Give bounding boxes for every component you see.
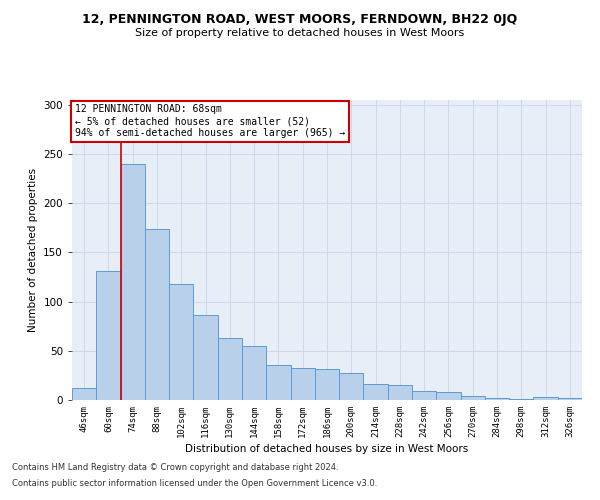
Bar: [533, 397, 558, 400]
Y-axis label: Number of detached properties: Number of detached properties: [28, 168, 38, 332]
Bar: [339, 374, 364, 400]
Bar: [145, 229, 169, 400]
Bar: [388, 385, 412, 400]
Bar: [364, 384, 388, 400]
Bar: [461, 396, 485, 400]
Bar: [72, 388, 96, 400]
Bar: [485, 398, 509, 400]
Bar: [242, 346, 266, 400]
Bar: [218, 338, 242, 400]
Text: 12, PENNINGTON ROAD, WEST MOORS, FERNDOWN, BH22 0JQ: 12, PENNINGTON ROAD, WEST MOORS, FERNDOW…: [82, 12, 518, 26]
Bar: [558, 398, 582, 400]
Bar: [412, 391, 436, 400]
Bar: [266, 364, 290, 400]
Bar: [436, 392, 461, 400]
Text: Contains HM Land Registry data © Crown copyright and database right 2024.: Contains HM Land Registry data © Crown c…: [12, 464, 338, 472]
Bar: [315, 368, 339, 400]
Bar: [169, 284, 193, 400]
Text: Contains public sector information licensed under the Open Government Licence v3: Contains public sector information licen…: [12, 478, 377, 488]
X-axis label: Distribution of detached houses by size in West Moors: Distribution of detached houses by size …: [185, 444, 469, 454]
Bar: [193, 316, 218, 400]
Bar: [121, 164, 145, 400]
Bar: [290, 368, 315, 400]
Text: 12 PENNINGTON ROAD: 68sqm
← 5% of detached houses are smaller (52)
94% of semi-d: 12 PENNINGTON ROAD: 68sqm ← 5% of detach…: [74, 104, 345, 138]
Bar: [509, 399, 533, 400]
Bar: [96, 271, 121, 400]
Text: Size of property relative to detached houses in West Moors: Size of property relative to detached ho…: [136, 28, 464, 38]
